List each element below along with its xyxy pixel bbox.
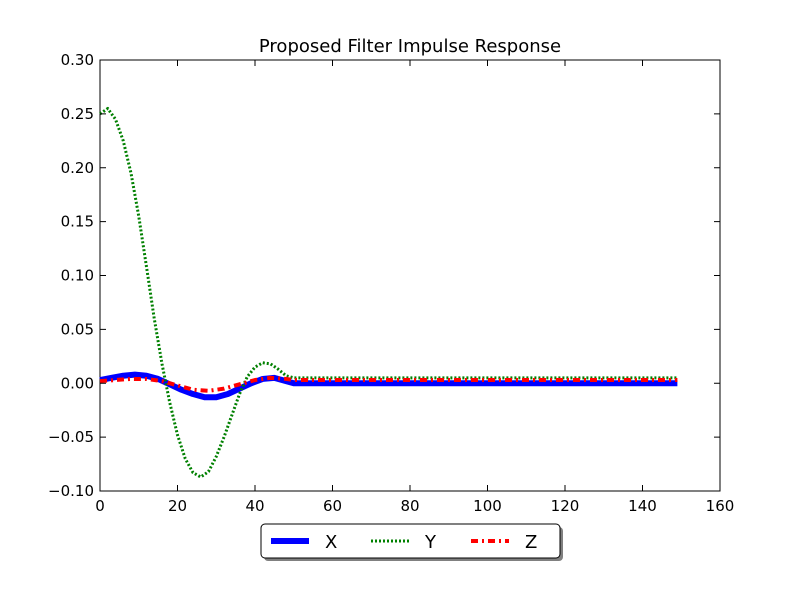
- legend: X Y Z: [260, 523, 563, 561]
- series-line-x: [99, 371, 678, 401]
- series-line-y: [99, 106, 678, 479]
- y-tick-label: −0.10: [48, 482, 94, 500]
- chart-title: Proposed Filter Impulse Response: [259, 36, 561, 57]
- y-tick-label: 0.00: [61, 374, 94, 392]
- series-layer: [99, 106, 678, 479]
- plot-area: [99, 59, 721, 492]
- legend-label-y: Y: [424, 532, 437, 553]
- x-tick-label: 60: [323, 497, 342, 515]
- x-tick-label: 120: [551, 497, 580, 515]
- legend-box: [260, 523, 561, 559]
- series-line-z: [99, 375, 678, 393]
- y-tick-label: 0.30: [61, 51, 94, 69]
- y-tick-label: 0.25: [61, 105, 94, 123]
- axis-ticks: 0 20 40 60 80 100 120 140 160 −0.10 −0.05 0.00 0.05 0…: [48, 51, 734, 515]
- x-tick-label: 0: [95, 497, 105, 515]
- y-tick-label: 0.10: [61, 267, 94, 285]
- x-tick-label: 20: [168, 497, 187, 515]
- legend-label-x: X: [325, 532, 337, 553]
- x-tick-label: 100: [473, 497, 502, 515]
- x-tick-label: 160: [706, 497, 735, 515]
- axes-border: [99, 59, 721, 492]
- legend-label-z: Z: [525, 532, 537, 553]
- y-tick-label: 0.15: [61, 213, 94, 231]
- y-tick-label: 0.20: [61, 159, 94, 177]
- x-tick-label: 80: [400, 497, 419, 515]
- y-tick-label: −0.05: [48, 428, 94, 446]
- x-tick-label: 140: [628, 497, 657, 515]
- y-tick-label: 0.05: [61, 320, 94, 338]
- x-tick-label: 40: [245, 497, 264, 515]
